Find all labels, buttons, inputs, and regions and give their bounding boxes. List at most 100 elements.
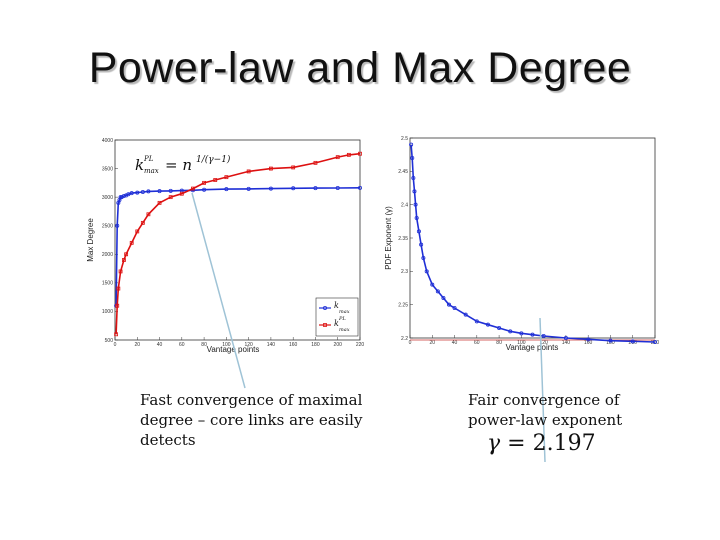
series-point (213, 178, 218, 182)
series-point (446, 302, 451, 307)
y-axis-label: Max Degree (86, 218, 95, 262)
gamma-estimate: γ = 2.197 (487, 431, 596, 456)
series-point (146, 189, 151, 194)
series-line-0 (410, 144, 656, 343)
series-point (508, 329, 513, 334)
series-point (346, 152, 351, 157)
series-point (608, 338, 613, 343)
max-degree-chart: Vantage points Max Degree 0 20 40 60 80 100 12… (86, 138, 364, 354)
series-point (124, 252, 129, 257)
series-point (630, 339, 635, 344)
series-point (202, 187, 207, 192)
x-tick-label: 200 (334, 342, 343, 348)
x-tick-label: 180 (606, 340, 615, 346)
series-point (135, 190, 140, 195)
y-tick-label: 3000 (102, 195, 113, 201)
series-point (140, 189, 145, 194)
series-point (497, 325, 502, 330)
series-point (224, 187, 229, 192)
series-point (563, 335, 568, 340)
series-point (246, 169, 251, 174)
formula-rhs: = n (165, 156, 192, 174)
legend-marker-kmax (322, 305, 327, 310)
x-tick-label: 0 (409, 340, 412, 346)
callout-line-left (191, 192, 246, 389)
series-point (412, 189, 417, 194)
x-tick-label: 220 (651, 340, 660, 346)
series-point (435, 289, 440, 294)
x-tick-label: 60 (474, 340, 480, 346)
series-point (413, 202, 418, 207)
caption-left: Fast convergence of maximal degree – cor… (140, 391, 363, 449)
x-tick-label: 100 (222, 342, 231, 348)
gamma-symbol: γ (487, 431, 501, 456)
callout-line-right (539, 317, 546, 463)
y-axis-label: PDF Exponent (γ) (384, 206, 393, 270)
y-tick-label: 3500 (102, 166, 113, 172)
series-point (409, 142, 414, 147)
x-tick-label: 180 (311, 342, 320, 348)
series-point (653, 339, 658, 344)
x-tick-label: 80 (201, 342, 207, 348)
x-tick-label: 60 (179, 342, 185, 348)
x-tick-label: 40 (452, 340, 458, 346)
series-point (116, 286, 121, 291)
x-tick-label: 20 (429, 340, 435, 346)
x-tick-label: 120 (539, 340, 548, 346)
pdf-exponent-chart: Vantage points PDF Exponent (γ) 0 20 40 60 8… (384, 136, 659, 352)
x-tick-label: 160 (289, 342, 298, 348)
series-point (269, 166, 273, 171)
x-axis-label: Vantage points (207, 345, 260, 354)
series-point (168, 195, 173, 200)
series-point (313, 186, 318, 191)
slide-title: Power-law and Max Degree (88, 44, 632, 92)
y-tick-label: 2.3 (401, 269, 408, 275)
formula-annotation: k PL max = n 1/(γ−1) (135, 154, 231, 175)
y-tick-label: 500 (105, 338, 114, 344)
x-tick-label: 140 (562, 340, 571, 346)
series-point (411, 175, 416, 180)
series-point (463, 312, 468, 317)
series-point (419, 242, 424, 247)
series-point (224, 175, 229, 180)
y-tick-label: 1000 (102, 309, 113, 315)
series-point (291, 186, 296, 191)
legend-label-kmax-main: k (334, 301, 339, 310)
series-point (541, 333, 546, 338)
legend-box (315, 297, 359, 337)
series-point (424, 269, 429, 274)
x-tick-label: 160 (584, 340, 593, 346)
x-tick-label: 140 (267, 342, 276, 348)
y-tick-label: 2.5 (401, 136, 408, 142)
y-tick-label: 2000 (102, 252, 113, 258)
series-point (168, 188, 173, 193)
y-tick-label: 2.45 (398, 169, 408, 175)
series-point (410, 155, 415, 160)
series-line-0 (115, 187, 361, 306)
series-point (441, 295, 446, 300)
y-tick-label: 2.25 (398, 302, 408, 308)
series-point (485, 322, 490, 327)
series-point (335, 155, 340, 160)
x-tick-label: 80 (496, 340, 502, 346)
series-point (430, 282, 435, 287)
series-point (191, 186, 195, 191)
legend-marker-kmax-pl (323, 323, 327, 327)
series-point (129, 191, 134, 196)
x-tick-label: 220 (356, 342, 365, 348)
series-point (135, 229, 140, 234)
series-point (474, 319, 479, 324)
gamma-value: = 2.197 (507, 431, 596, 456)
series-point (268, 186, 273, 191)
x-tick-label: 100 (517, 340, 526, 346)
series-point (118, 269, 123, 274)
legend-label-kmax-pl-sup: PL (338, 316, 346, 322)
series-point (126, 192, 131, 197)
caption-right: Fair convergence of power-law exponent (468, 391, 623, 429)
series-point (121, 193, 126, 198)
x-tick-label: 120 (244, 342, 253, 348)
y-tick-label: 2.4 (401, 202, 408, 208)
x-axis-label: Vantage points (506, 343, 559, 352)
series-point (146, 212, 151, 217)
